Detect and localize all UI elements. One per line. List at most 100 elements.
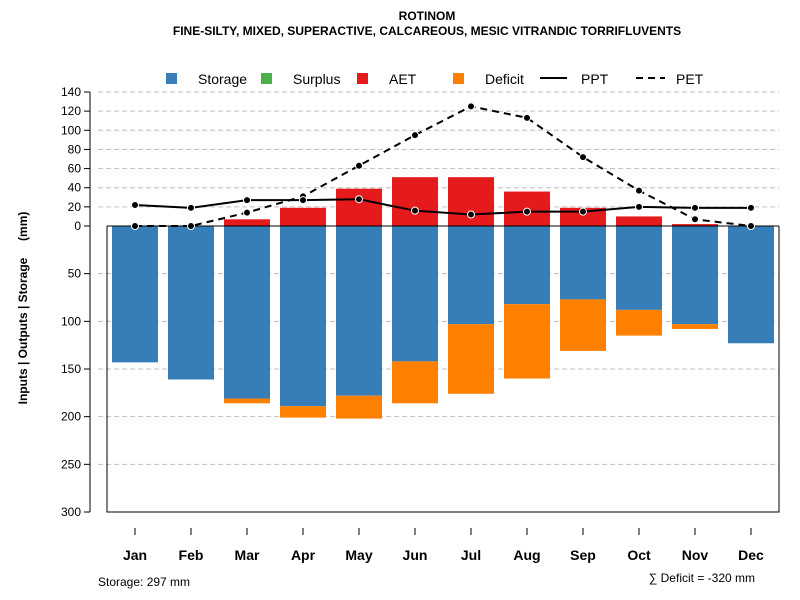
y-tick-label: 100 — [61, 314, 81, 328]
legend: Storage Surplus AET Deficit PPT PET — [166, 71, 704, 87]
x-tick-label: Aug — [513, 547, 540, 563]
x-tick-label: May — [345, 547, 372, 563]
y-tick-label: 250 — [61, 457, 81, 471]
storage-bar — [560, 226, 606, 300]
y-tick-label: 60 — [68, 162, 82, 176]
storage-bar — [280, 226, 326, 407]
pet-point — [411, 131, 419, 140]
lines — [131, 102, 755, 230]
chart-subtitle: FINE-SILTY, MIXED, SUPERACTIVE, CALCAREO… — [173, 24, 681, 38]
storage-bar — [504, 226, 550, 305]
legend-surplus-swatch — [261, 73, 272, 84]
legend-deficit-label: Deficit — [485, 71, 524, 87]
ppt-point — [243, 196, 251, 205]
y-tick-label: 80 — [68, 142, 82, 156]
aet-bar — [224, 219, 270, 226]
storage-bar — [616, 226, 662, 310]
x-tick-label: Sep — [570, 547, 596, 563]
storage-bar — [224, 226, 270, 399]
deficit-bar — [504, 304, 550, 379]
ppt-point — [635, 202, 643, 211]
ppt-point — [355, 195, 363, 204]
y-tick-label: 100 — [61, 123, 81, 137]
deficit-total-label: ∑ Deficit = -320 mm — [649, 571, 755, 585]
chart-title: ROTINOM — [399, 9, 456, 23]
ppt-point — [411, 206, 419, 215]
plot-frame — [106, 225, 780, 513]
legend-pet-label: PET — [676, 71, 704, 87]
pet-point — [579, 153, 587, 162]
ppt-point — [187, 203, 195, 212]
storage-bar — [672, 226, 718, 325]
y-tick-label: 40 — [68, 181, 82, 195]
x-tick-label: Mar — [235, 547, 260, 563]
deficit-bar — [336, 395, 382, 419]
aet-bar — [672, 224, 718, 226]
bars — [112, 177, 774, 419]
storage-bar — [728, 226, 774, 344]
legend-surplus-label: Surplus — [293, 71, 340, 87]
x-tick-label: Feb — [179, 547, 204, 563]
ppt-point — [299, 196, 307, 205]
aet-bar — [448, 177, 494, 226]
deficit-bar — [392, 361, 438, 404]
ppt-point — [523, 207, 531, 216]
y-tick-label: 20 — [68, 200, 82, 214]
y-axis-label: Inputs | Outputs | Storage (mm) — [16, 212, 30, 405]
aet-bar — [392, 177, 438, 226]
pet-point — [243, 208, 251, 217]
x-tick-label: Nov — [682, 547, 709, 563]
deficit-bar — [616, 309, 662, 336]
ppt-point — [467, 210, 475, 219]
storage-total-label: Storage: 297 mm — [98, 575, 190, 589]
legend-ppt-label: PPT — [581, 71, 609, 87]
x-tick-label: Apr — [291, 547, 316, 563]
y-tick-label: 140 — [61, 85, 81, 99]
ppt-point — [747, 203, 755, 212]
y-tick-label: 300 — [61, 505, 81, 519]
deficit-bar — [224, 398, 270, 404]
pet-point — [635, 186, 643, 195]
pet-point — [747, 222, 755, 230]
aet-bar — [616, 216, 662, 226]
ppt-point — [131, 200, 139, 209]
pet-point — [523, 113, 531, 122]
deficit-bar — [560, 299, 606, 351]
deficit-bar — [672, 324, 718, 329]
ppt-line — [134, 198, 751, 216]
legend-storage-label: Storage — [198, 71, 247, 87]
x-tick-label: Jan — [123, 547, 147, 563]
storage-bar — [112, 226, 158, 363]
aet-bar — [336, 188, 382, 226]
storage-bar — [168, 226, 214, 380]
ppt-point — [691, 203, 699, 212]
deficit-bar — [280, 406, 326, 418]
storage-bar — [448, 226, 494, 325]
pet-point — [691, 215, 699, 224]
storage-bar — [392, 226, 438, 362]
storage-bar — [336, 226, 382, 396]
legend-storage-swatch — [166, 73, 177, 84]
deficit-bar — [448, 324, 494, 394]
y-tick-label: 50 — [68, 267, 82, 281]
pet-point — [187, 222, 195, 230]
lower-panel-border — [106, 226, 780, 513]
x-tick-label: Dec — [738, 547, 764, 563]
legend-deficit-swatch — [453, 73, 464, 84]
x-tick-label: Jun — [403, 547, 428, 563]
y-tick-label: 120 — [61, 104, 81, 118]
x-tick-label: Oct — [627, 547, 651, 563]
x-tick-label: Jul — [461, 547, 481, 563]
y-tick-label: 200 — [61, 410, 81, 424]
pet-point — [131, 222, 139, 230]
ppt-point — [579, 207, 587, 216]
y-tick-label: 150 — [61, 362, 81, 376]
aet-bar — [280, 207, 326, 226]
gridlines — [98, 91, 779, 465]
y-tick-label: 0 — [74, 219, 81, 233]
pet-point — [467, 102, 475, 111]
legend-aet-swatch — [357, 73, 368, 84]
pet-point — [355, 161, 363, 170]
